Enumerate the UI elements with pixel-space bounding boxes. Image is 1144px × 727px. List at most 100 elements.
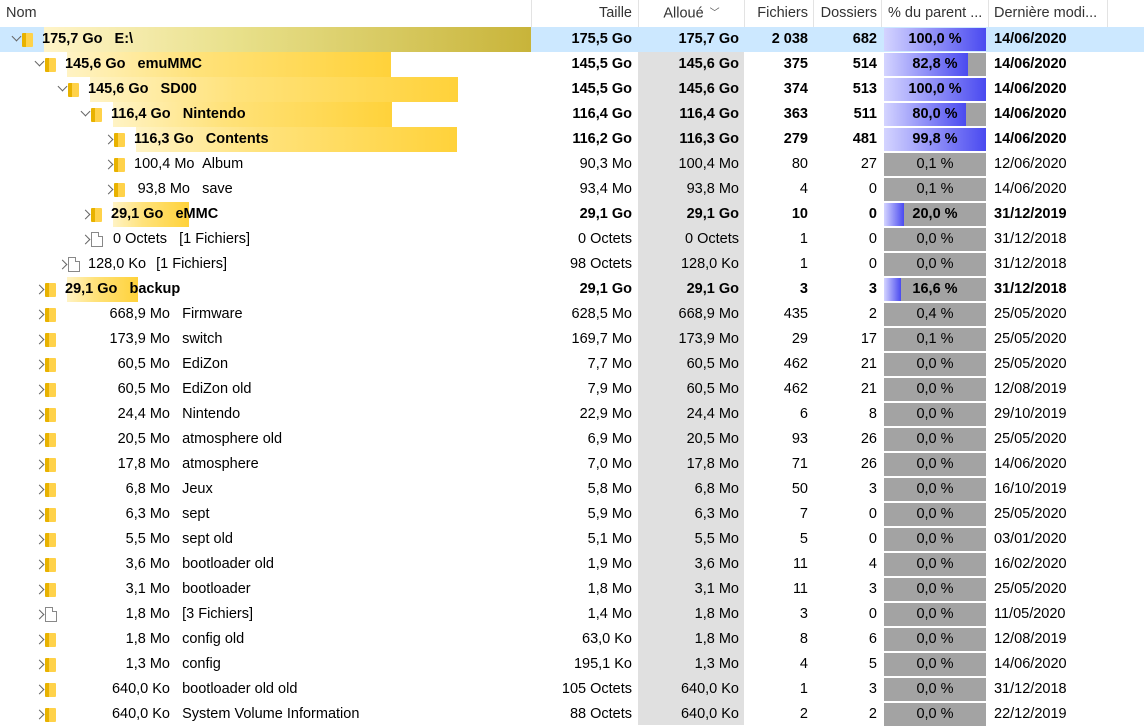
tree-row[interactable]: 29,1 Go backup 29,1 Go 29,1 Go 3 3 16,6 % 31/1…: [0, 277, 1144, 302]
folder-icon: [45, 583, 56, 597]
header-divider[interactable]: [988, 0, 989, 27]
spacer: [170, 656, 182, 672]
tree-row[interactable]: 640,0 Ko bootloader old old 105 Octets 640…: [0, 677, 1144, 702]
dossiers-cell: 682: [852, 31, 877, 47]
tree-row[interactable]: 5,5 Mo sept old 5,1 Mo 5,5 Mo 5 0 0,0 % 03/01/…: [0, 527, 1144, 552]
size-text: 145,6 Go: [65, 56, 126, 72]
date-cell: 14/06/2020: [994, 56, 1067, 72]
percent-bar: 0,0 %: [884, 228, 986, 251]
percent-bar: 0,0 %: [884, 503, 986, 526]
fichiers-cell: 29: [791, 331, 808, 347]
tree-row[interactable]: 24,4 Mo Nintendo 22,9 Mo 24,4 Mo 6 8 0,0 % 29/…: [0, 402, 1144, 427]
header-divider[interactable]: [531, 0, 532, 27]
tree-row[interactable]: 128,0 Ko [1 Fichiers] 98 Octets 128,0 Ko 1 0…: [0, 252, 1144, 277]
dossiers-cell: 0: [868, 506, 877, 522]
folder-icon: [114, 183, 125, 197]
tree-row[interactable]: 60,5 Mo EdiZon old 7,9 Mo 60,5 Mo 462 21 0,0 …: [0, 377, 1144, 402]
item-label: System Volume Information: [182, 706, 360, 722]
spacer: [170, 306, 182, 322]
item-label: Nintendo: [182, 406, 241, 422]
percent-text: 0,0 %: [916, 231, 954, 247]
tree-row[interactable]: 6,8 Mo Jeux 5,8 Mo 6,8 Mo 50 3 0,0 % 16/10/201…: [0, 477, 1144, 502]
date-cell: 31/12/2018: [994, 281, 1067, 297]
size-text: 116,3 Go: [134, 131, 194, 147]
tree-row[interactable]: 640,0 Ko System Volume Information 88 Oct…: [0, 702, 1144, 727]
header-divider[interactable]: [638, 0, 639, 27]
percent-text: 0,0 %: [916, 581, 954, 597]
fichiers-cell: 3: [799, 281, 808, 297]
date-cell: 25/05/2020: [994, 506, 1067, 522]
size-text: 1,8 Mo: [125, 606, 170, 622]
tree-row[interactable]: 1,3 Mo config 195,1 Ko 1,3 Mo 4 5 0,0 % 14/06/…: [0, 652, 1144, 677]
header-date[interactable]: Dernière modi...: [994, 0, 1106, 27]
percent-bar: 0,0 %: [884, 603, 986, 626]
spacer: [170, 456, 182, 472]
tree-row[interactable]: 145,6 Go emuMMC 145,5 Go 145,6 Go 375 514 82,…: [0, 52, 1144, 77]
date-cell: 14/06/2020: [994, 31, 1067, 47]
item-label: atmosphere: [182, 456, 259, 472]
header-divider[interactable]: [813, 0, 814, 27]
percent-text: 0,1 %: [916, 181, 954, 197]
item-label: backup: [129, 281, 181, 297]
spacer: [148, 81, 160, 97]
tree-row[interactable]: 1,8 Mo config old 63,0 Ko 1,8 Mo 8 6 0,0 % 12/…: [0, 627, 1144, 652]
header-pct[interactable]: % du parent ...: [888, 0, 988, 27]
fichiers-cell: 50: [791, 481, 808, 497]
fichiers-cell: 11: [792, 581, 808, 597]
tree-row[interactable]: 60,5 Mo EdiZon 7,7 Mo 60,5 Mo 462 21 0,0 % 25/…: [0, 352, 1144, 377]
tree-row[interactable]: 3,1 Mo bootloader 1,8 Mo 3,1 Mo 11 3 0,0 % 25/…: [0, 577, 1144, 602]
size-bar: [67, 52, 391, 77]
header-taille[interactable]: Taille: [532, 0, 632, 27]
taille-cell: 90,3 Mo: [579, 156, 632, 172]
date-cell: 14/06/2020: [994, 81, 1067, 97]
tree-row-name: 6,8 Mo Jeux: [65, 477, 213, 502]
tree-row-name: 128,0 Ko [1 Fichiers]: [88, 252, 227, 277]
tree-row[interactable]: 116,3 Go Contents 116,2 Go 116,3 Go 279 481 9…: [0, 127, 1144, 152]
fichiers-cell: 4: [799, 181, 808, 197]
header-name[interactable]: Nom: [6, 0, 526, 27]
percent-text: 0,0 %: [916, 381, 954, 397]
tree-row[interactable]: 17,8 Mo atmosphere 7,0 Mo 17,8 Mo 71 26 0,0 %…: [0, 452, 1144, 477]
header-alloue[interactable]: Alloué ﹀: [639, 0, 744, 27]
header-divider[interactable]: [744, 0, 745, 27]
taille-cell: 1,4 Mo: [587, 606, 632, 622]
tree-row-name: 145,6 Go emuMMC: [65, 52, 202, 77]
tree-row[interactable]: 29,1 Go eMMC 29,1 Go 29,1 Go 10 0 20,0 % 31/12…: [0, 202, 1144, 227]
tree-row[interactable]: 173,9 Mo switch 169,7 Mo 173,9 Mo 29 17 0,1 %…: [0, 327, 1144, 352]
tree-row[interactable]: 668,9 Mo Firmware 628,5 Mo 668,9 Mo 435 2 0,4…: [0, 302, 1144, 327]
size-text: 173,9 Mo: [109, 331, 170, 347]
spacer: [163, 206, 175, 222]
fichiers-cell: 462: [783, 381, 808, 397]
tree-row[interactable]: 20,5 Mo atmosphere old 6,9 Mo 20,5 Mo 93 26 0…: [0, 427, 1144, 452]
date-cell: 14/06/2020: [994, 131, 1067, 147]
tree-row[interactable]: 6,3 Mo sept 5,9 Mo 6,3 Mo 7 0 0,0 % 25/05/2020: [0, 502, 1144, 527]
tree-row[interactable]: 116,4 Go Nintendo 116,4 Go 116,4 Go 363 511 8…: [0, 102, 1144, 127]
tree-row[interactable]: 145,6 Go SD00 145,5 Go 145,6 Go 374 513 100,0…: [0, 77, 1144, 102]
item-label: [1 Fichiers]: [179, 231, 251, 247]
tree-row[interactable]: 100,4 Mo Album 90,3 Mo 100,4 Mo 80 27 0,1 % 12…: [0, 152, 1144, 177]
tree-row[interactable]: 175,7 Go E:\ 175,5 Go 175,7 Go 2 038 682 100,…: [0, 27, 1144, 52]
tree-row[interactable]: 3,6 Mo bootloader old 1,9 Mo 3,6 Mo 11 4 0,0 …: [0, 552, 1144, 577]
spacer: [170, 606, 182, 622]
alloue-cell: 6,8 Mo: [694, 481, 739, 497]
spacer: [170, 531, 182, 547]
date-cell: 12/08/2019: [994, 381, 1067, 397]
alloue-cell: 60,5 Mo: [686, 381, 739, 397]
tree-row[interactable]: 1,8 Mo [3 Fichiers] 1,4 Mo 1,8 Mo 3 0 0,0 % 11…: [0, 602, 1144, 627]
percent-text: 0,1 %: [916, 331, 954, 347]
size-text: 60,5 Mo: [117, 381, 170, 397]
percent-text: 0,1 %: [916, 156, 954, 172]
header-divider[interactable]: [881, 0, 882, 27]
tree-row[interactable]: 0 Octets [1 Fichiers] 0 Octets 0 Octets 1 0 0…: [0, 227, 1144, 252]
header-fichiers[interactable]: Fichiers: [745, 0, 808, 27]
item-label: switch: [182, 331, 223, 347]
tree-row[interactable]: 93,8 Mo save 93,4 Mo 93,8 Mo 4 0 0,1 % 14/06/2…: [0, 177, 1144, 202]
dossiers-cell: 0: [868, 181, 877, 197]
percent-text: 16,6 %: [912, 281, 958, 297]
spacer: [170, 681, 182, 697]
date-cell: 12/06/2020: [994, 156, 1067, 172]
taille-cell: 5,9 Mo: [587, 506, 632, 522]
date-cell: 31/12/2018: [994, 681, 1067, 697]
header-dossiers[interactable]: Dossiers: [814, 0, 877, 27]
header-divider[interactable]: [1107, 0, 1108, 27]
